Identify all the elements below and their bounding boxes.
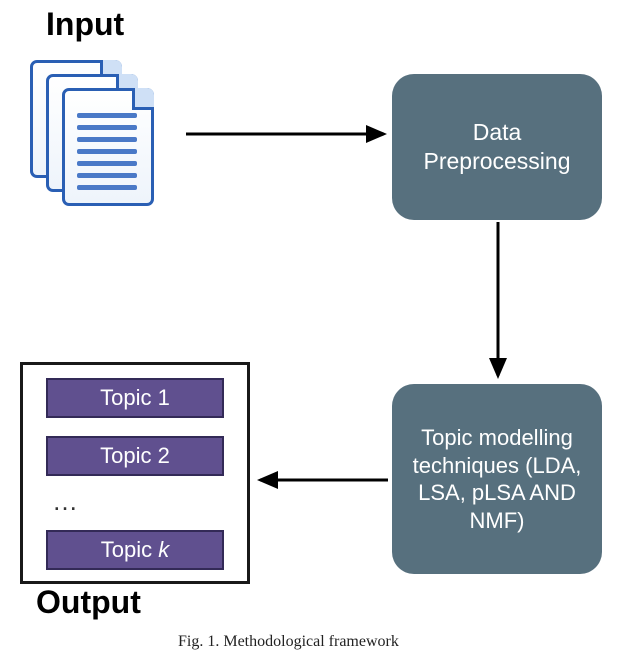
topics-ellipsis: … (52, 486, 78, 517)
topic-chip-k: Topic k (46, 530, 224, 570)
input-label: Input (46, 6, 124, 43)
topic-chip-1-label: Topic 1 (100, 385, 170, 411)
topic-chip-k-label: Topic k (101, 537, 169, 563)
node-preprocessing-text: Data Preprocessing (400, 118, 594, 176)
documents-icon (30, 60, 190, 220)
output-label: Output (36, 584, 141, 621)
node-modelling-text: Topic modelling techniques (LDA, LSA, pL… (400, 424, 594, 534)
node-modelling: Topic modelling techniques (LDA, LSA, pL… (392, 384, 602, 574)
node-preprocessing: Data Preprocessing (392, 74, 602, 220)
topic-chip-1: Topic 1 (46, 378, 224, 418)
figure-caption: Fig. 1. Methodological framework (178, 633, 399, 651)
topic-chip-2-label: Topic 2 (100, 443, 170, 469)
diagram-canvas: Input Data Preprocessing Topic modelling… (0, 0, 640, 660)
topic-chip-2: Topic 2 (46, 436, 224, 476)
